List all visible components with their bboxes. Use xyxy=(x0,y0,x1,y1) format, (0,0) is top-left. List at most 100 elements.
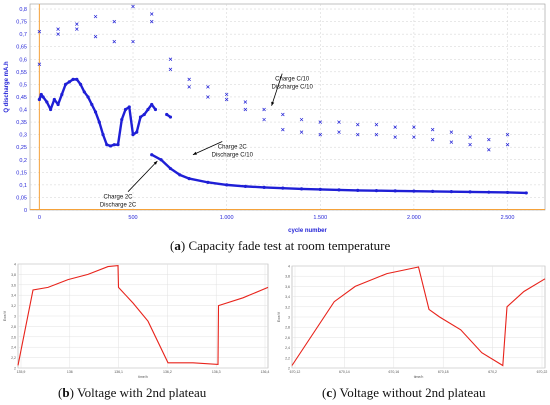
annotation-arrowhead xyxy=(153,161,158,165)
figure-b-y-axis-label: Ewe/V xyxy=(3,310,7,321)
data-point xyxy=(374,132,379,137)
data-point xyxy=(468,135,472,139)
data-point xyxy=(337,120,341,124)
data-trace xyxy=(128,105,135,136)
data-point xyxy=(112,39,117,44)
figure-c-y-tick-label: 2 xyxy=(288,367,290,371)
figure-b-x-tick-label: 136 xyxy=(67,370,73,374)
data-trace xyxy=(178,173,191,180)
data-point xyxy=(93,14,98,19)
figure-b-caption: (b) Voltage with 2nd plateau xyxy=(58,385,207,400)
data-trace xyxy=(225,183,247,188)
data-trace xyxy=(98,120,105,136)
figure-b-label: b xyxy=(62,385,70,400)
data-point xyxy=(56,32,60,36)
data-point xyxy=(468,142,472,147)
figure-b-x-tick-label: 136,1 xyxy=(114,370,123,374)
figure-b-x-tick-label: 136,4 xyxy=(261,370,270,374)
figure-b-caption-text: Voltage with 2nd plateau xyxy=(76,385,207,400)
figure-c-y-tick-label: 2,6 xyxy=(285,336,290,340)
figure-a-caption-text: Capacity fade test at room temperature xyxy=(188,238,391,253)
data-point xyxy=(262,107,266,112)
data-trace xyxy=(49,98,56,111)
x-tick-label: 1.500 xyxy=(313,215,327,221)
data-trace xyxy=(187,177,210,184)
data-point xyxy=(281,112,285,117)
y-tick-label: 0,6 xyxy=(19,57,27,63)
y-tick-label: 0,55 xyxy=(16,70,27,76)
data-point xyxy=(374,122,379,127)
data-trace xyxy=(300,187,322,191)
data-point xyxy=(505,132,510,137)
data-trace xyxy=(262,186,285,190)
figure-c-y-tick-label: 3 xyxy=(288,316,290,320)
data-point xyxy=(149,19,154,24)
data-point xyxy=(299,130,304,134)
annotation-arrowhead xyxy=(271,101,275,106)
figure-b-chart: 2 2,2 2,4 2,6 2,8 3 3,2 3,4 3,6 3,8 4 135,9 136 136,1… xyxy=(3,263,547,380)
figure-b-y-tick-label: 2 xyxy=(14,367,16,371)
data-point xyxy=(449,130,454,134)
data-trace xyxy=(506,191,528,195)
x-tick-label: 2.000 xyxy=(407,215,421,221)
figure-c-y-tick-label: 4 xyxy=(288,265,290,269)
data-point xyxy=(299,117,304,122)
figure-c-y-axis-label: Ewe/V xyxy=(277,311,281,322)
figure-a-label: a xyxy=(174,238,181,253)
figure-c-x-tick-label: 670,16 xyxy=(388,370,399,374)
data-trace xyxy=(206,181,228,187)
y-tick-label: 0,05 xyxy=(16,195,27,201)
data-point xyxy=(56,27,60,31)
annotation-arrowhead xyxy=(192,151,197,155)
figure-b-x-axis-label: time/h xyxy=(138,375,148,379)
figure-c-y-tick-label: 2,4 xyxy=(285,346,290,350)
figure-b-y-tick-label: 3,2 xyxy=(11,304,16,308)
figure-b-x-tick-label: 135,9 xyxy=(17,370,26,374)
figure-b-y-tick-label: 3,8 xyxy=(11,273,16,277)
x-tick-label: 1.000 xyxy=(220,215,234,221)
figure-c-y-tick-label: 2,8 xyxy=(285,326,290,330)
figure-c-y-tick-label: 2,2 xyxy=(285,356,290,360)
y-axis-label: Q discharge mA.h xyxy=(4,61,10,113)
data-point xyxy=(187,77,191,82)
data-point xyxy=(393,125,397,129)
data-point xyxy=(168,57,173,62)
data-point xyxy=(112,19,117,24)
data-trace xyxy=(56,93,64,106)
data-point xyxy=(505,142,510,147)
data-point xyxy=(449,140,454,144)
figure-c-y-tick-label: 3,8 xyxy=(285,275,290,279)
series-3 xyxy=(37,19,510,152)
figure-c-y-tick-label: 3,2 xyxy=(285,305,290,309)
series-0 xyxy=(37,77,173,148)
data-point xyxy=(206,85,210,89)
y-tick-label: 0,25 xyxy=(16,145,27,151)
data-trace xyxy=(116,118,123,146)
data-trace xyxy=(150,153,163,161)
data-point xyxy=(318,132,323,137)
data-point xyxy=(37,29,42,34)
figure-b-y-tick-label: 2,2 xyxy=(11,356,16,360)
data-point xyxy=(224,97,229,102)
figure-c-label: c xyxy=(326,385,333,400)
data-trace xyxy=(60,83,67,96)
series-2 xyxy=(37,4,510,142)
data-point xyxy=(412,125,416,129)
annotation-text: Charge 2C xyxy=(218,144,248,150)
x-tick-label: 0 xyxy=(38,215,41,221)
figure-a-caption: (a) Capacity fade test at room temperatu… xyxy=(170,238,391,253)
data-point xyxy=(168,115,173,119)
x-tick-label: 2.500 xyxy=(501,215,515,221)
figure-b-y-tick-label: 2,4 xyxy=(11,346,16,350)
data-point xyxy=(337,130,341,134)
figure-c-caption: (c) Voltage without 2nd plateau xyxy=(322,385,486,400)
figure-b-y-tick-label: 4 xyxy=(14,263,16,267)
annotation-text: Discharge C/10 xyxy=(212,152,254,158)
data-point xyxy=(412,135,416,139)
data-point xyxy=(524,191,528,195)
data-trace xyxy=(319,188,341,192)
figure-c-x-tick-label: 670,14 xyxy=(339,370,350,374)
annotation-arrow xyxy=(127,160,158,192)
figure-b-y-tick-label: 3,6 xyxy=(11,283,16,287)
data-point xyxy=(131,39,135,44)
